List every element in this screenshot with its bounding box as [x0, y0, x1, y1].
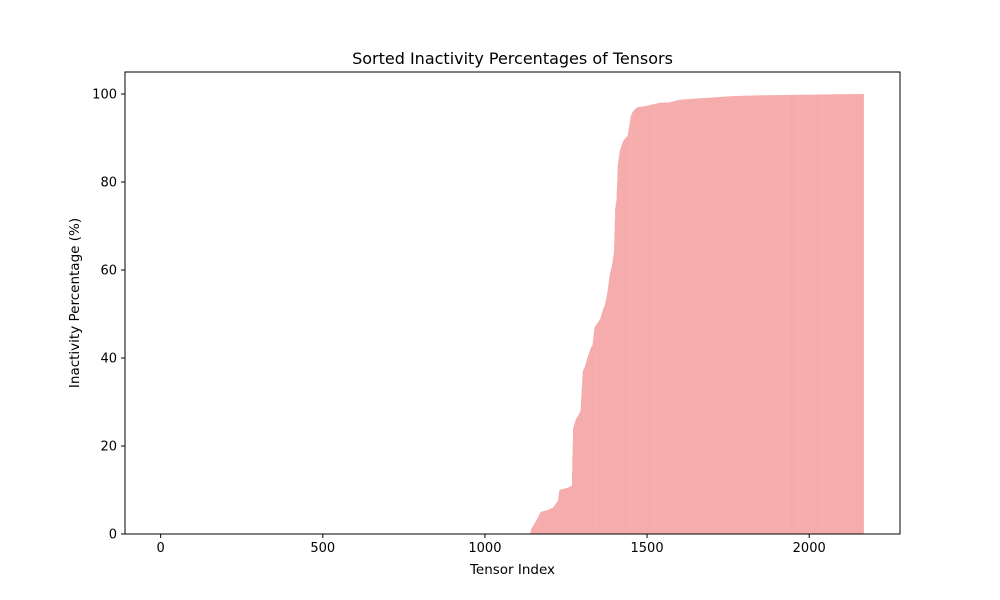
- y-axis-ticks: 0 20 40 60 80 100: [92, 88, 125, 543]
- y-axis-label: Inactivity Percentage (%): [67, 218, 83, 388]
- y-tick-label: 60: [100, 264, 117, 279]
- y-tick-label: 40: [100, 352, 117, 367]
- y-tick-label: 100: [92, 88, 117, 103]
- plot-area: [125, 72, 900, 534]
- chart-title: Sorted Inactivity Percentages of Tensors: [352, 49, 673, 68]
- x-tick-label: 1500: [631, 541, 664, 556]
- y-tick-label: 20: [100, 440, 117, 455]
- x-tick-label: 2000: [793, 541, 826, 556]
- x-tick-label: 0: [157, 541, 165, 556]
- x-tick-label: 1000: [468, 541, 501, 556]
- plot-frame: [124, 71, 901, 535]
- x-axis-label: Tensor Index: [469, 562, 555, 578]
- y-tick-label: 80: [100, 176, 117, 191]
- x-tick-label: 500: [310, 541, 335, 556]
- x-axis-ticks: 0 500 1000 1500 2000: [157, 534, 826, 556]
- y-tick-label: 0: [109, 528, 117, 543]
- bars-group: [530, 94, 864, 535]
